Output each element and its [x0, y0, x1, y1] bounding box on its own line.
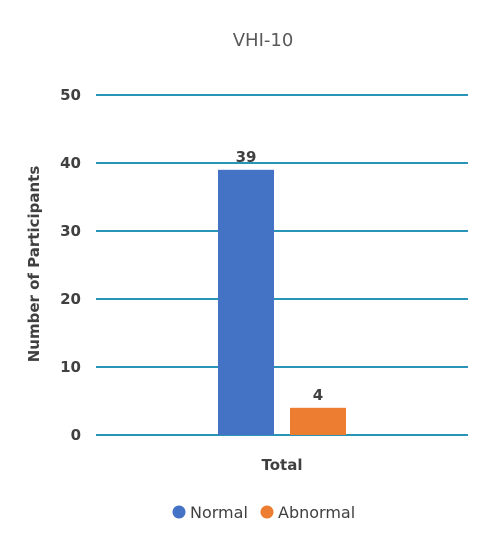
data-label-abnormal: 4	[313, 386, 323, 404]
bar-normal	[218, 169, 274, 436]
legend-label-abnormal: Abnormal	[278, 503, 355, 522]
y-tick-label: 30	[60, 222, 81, 240]
chart-title: VHI-10	[233, 30, 294, 51]
legend-marker-normal	[172, 505, 186, 519]
y-axis-ticks: 0 10 20 30 40 50	[60, 86, 81, 444]
y-tick-label: 20	[60, 290, 81, 308]
y-tick-label: 0	[71, 426, 81, 444]
bar-abnormal	[290, 407, 346, 435]
y-tick-label: 10	[60, 358, 81, 376]
data-labels: 39 4	[236, 148, 324, 404]
x-tick-label: Total	[262, 456, 303, 474]
gridlines	[96, 94, 468, 436]
legend-label-normal: Normal	[190, 503, 248, 522]
legend: Normal Abnormal	[172, 503, 355, 522]
x-axis-ticks: Total	[262, 456, 303, 474]
bars	[218, 169, 346, 436]
legend-marker-abnormal	[260, 505, 274, 519]
y-tick-label: 50	[60, 86, 81, 104]
y-tick-label: 40	[60, 154, 81, 172]
y-axis-title: Number of Participants	[25, 166, 43, 363]
data-label-normal: 39	[236, 148, 257, 166]
